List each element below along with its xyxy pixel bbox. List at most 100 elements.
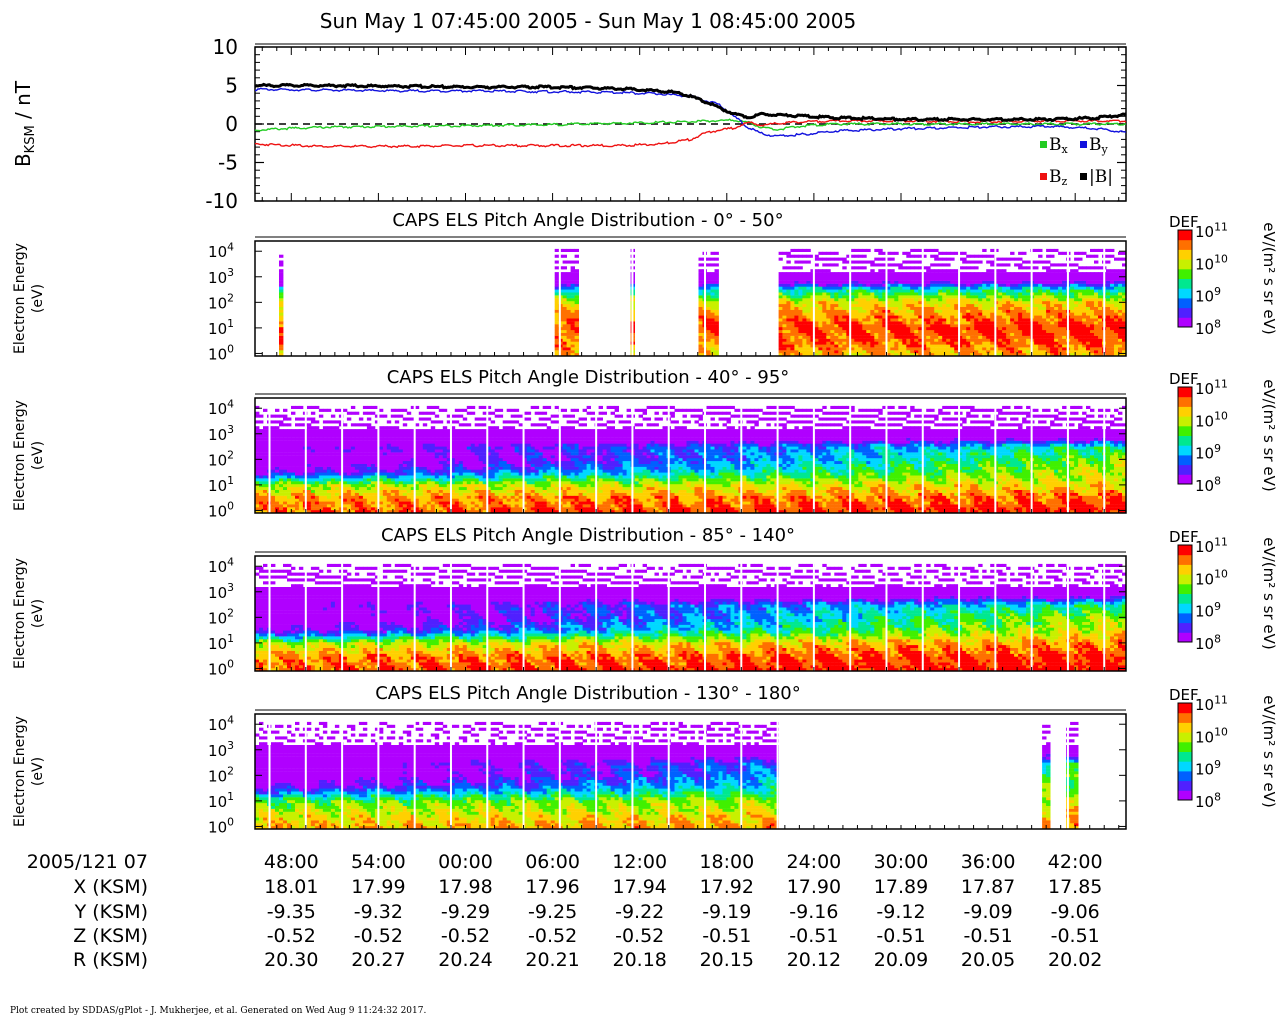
spectrogram-cell (279, 446, 284, 450)
spectrogram-cell (866, 260, 871, 264)
spectrogram-cell (1034, 272, 1039, 276)
spectrogram-cell (930, 329, 935, 333)
spectrogram-cell (406, 472, 412, 476)
spectrogram-cell (1054, 303, 1059, 307)
spectrogram-cell (1006, 344, 1011, 348)
spectrogram-cell (914, 298, 919, 302)
spectrogram-cell (271, 481, 276, 485)
spectrogram-cell (279, 303, 284, 307)
spectrogram-cell (998, 301, 1003, 305)
spectrogram-cell (402, 449, 408, 453)
spectrogram-cell (1058, 283, 1063, 287)
spectrogram-cell (870, 260, 875, 264)
spectrogram-cell (430, 501, 436, 505)
spectrogram-cell (1114, 295, 1119, 299)
spectrogram-cell (1062, 295, 1067, 299)
spectrogram-cell (882, 327, 887, 331)
spectrogram-cell (326, 431, 332, 435)
spectrogram-cell (806, 272, 811, 276)
spectrogram-cell (854, 344, 859, 348)
spectrogram-cell (838, 309, 843, 313)
spectrogram-cell (562, 280, 567, 284)
spectrogram-cell (291, 443, 296, 447)
spectrogram-cell (554, 309, 560, 313)
spectrogram-cell (890, 280, 895, 284)
spectrogram-cell (790, 295, 795, 299)
spectrogram-cell (1006, 306, 1011, 310)
spectrogram-cell (874, 324, 879, 328)
spectrogram-cell (342, 458, 348, 462)
spectrogram-cell (334, 501, 340, 505)
spectrogram-cell (946, 295, 951, 299)
spectrogram-cell (822, 312, 827, 316)
spectrogram-cell (350, 440, 356, 444)
spectrogram-cell (786, 350, 791, 354)
spectrogram-cell (934, 303, 939, 307)
spectrogram-cell (926, 248, 931, 252)
spectrogram-cell (295, 504, 300, 508)
spectrogram-cell (798, 283, 803, 287)
spectrogram-cell (362, 484, 368, 488)
spectrogram-cell (818, 347, 823, 351)
spectrogram-cell (930, 301, 935, 305)
spectrogram-cell (306, 431, 312, 435)
spectrogram-cell (894, 335, 899, 339)
spectrogram-cell (382, 458, 388, 462)
spectrogram-cell (1070, 283, 1075, 287)
spectrogram-cell (306, 417, 312, 421)
spectrogram-cell (554, 353, 560, 357)
spectrogram-cell (342, 440, 348, 444)
spectrogram-cell (1006, 292, 1011, 296)
spectrogram-cell (422, 443, 428, 447)
spectrogram-cell (291, 458, 296, 462)
spectrogram-cell (1114, 303, 1119, 307)
spectrogram-cell (778, 321, 783, 325)
spectrogram-cell (998, 344, 1003, 348)
spectrogram-cell (854, 309, 859, 313)
spectrogram-cell (1078, 344, 1083, 348)
spectrogram-cell (283, 504, 288, 508)
spectrogram-cell (894, 327, 899, 331)
spectrogram-cell (998, 292, 1003, 296)
spectrogram-cell (370, 501, 376, 505)
spectrogram-cell (271, 460, 276, 464)
spectrogram-cell (394, 443, 400, 447)
spectrogram-cell (1018, 335, 1023, 339)
spectrogram-cell (838, 353, 843, 357)
spectrogram-cell (954, 286, 959, 290)
spectrogram-cell (322, 484, 328, 488)
spectrogram-cell (1022, 274, 1027, 278)
spectrogram-cell (990, 338, 995, 342)
spectrogram-cell (710, 315, 715, 319)
spectrogram-cell (426, 446, 432, 450)
spectrogram-cell (275, 414, 280, 418)
spectrogram-cell (926, 335, 931, 339)
spectrogram-cell (890, 274, 895, 278)
spectrogram-cell (306, 449, 312, 453)
spectrogram-cell (794, 338, 799, 342)
spectrogram-cell (279, 469, 284, 473)
spectrogram-cell (574, 324, 579, 328)
spectrogram-cell (390, 466, 396, 470)
spectrogram-cell (390, 498, 396, 502)
spectrogram-cell (1042, 335, 1047, 339)
spectrogram-cell (802, 301, 807, 305)
spectrogram-cell (1018, 286, 1023, 290)
spectrogram-cell (866, 327, 871, 331)
spectrogram-cell (1106, 303, 1111, 307)
spectrogram-cell (1006, 312, 1011, 316)
spectrogram-cell (938, 289, 943, 293)
spectrogram-cell (954, 332, 959, 336)
spectrogram-cell (794, 332, 799, 336)
spectrogram-cell (378, 507, 384, 511)
spectrogram-cell (1038, 309, 1043, 313)
spectrogram-cell (346, 504, 352, 508)
spectrogram-cell (430, 495, 436, 499)
spectrogram-cell (390, 481, 396, 485)
spectrogram-cell (306, 405, 312, 409)
spectrogram-cell (966, 254, 971, 258)
spectrogram-cell (1042, 295, 1047, 299)
spectrogram-cell (902, 292, 907, 296)
spectrogram-cell (1114, 257, 1119, 261)
spectrogram-cell (1042, 338, 1047, 342)
